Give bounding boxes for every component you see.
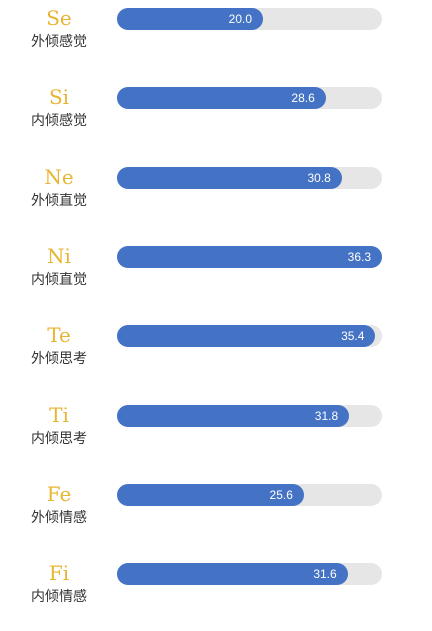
bar-track: 25.6 — [117, 483, 382, 506]
category-code-label: Ti — [49, 402, 69, 427]
bar-value-label: 30.8 — [307, 170, 331, 185]
category-code-label: Fi — [48, 561, 70, 586]
bar: 31.8 — [117, 404, 350, 427]
bar-row-se: Se 外倾感觉 20.0 — [0, 6, 432, 76]
category-code-label: Te — [47, 323, 71, 348]
bar-track: 36.3 — [117, 245, 382, 268]
bar-value-label: 35.4 — [341, 329, 365, 344]
bar-value-label: 36.3 — [347, 249, 371, 264]
category-code-label: Se — [46, 6, 72, 30]
bar-value-label: 31.8 — [314, 408, 339, 423]
bar-value-label: 25.6 — [269, 487, 293, 502]
category-description-label: 外倾直觉 — [31, 192, 87, 209]
category-code-label: Ni — [47, 243, 71, 268]
bar-track: 31.6 — [117, 563, 382, 586]
category-code-label: Fe — [46, 481, 72, 506]
category-description-label: 外倾情感 — [31, 509, 87, 526]
category-description-label: 内倾感觉 — [31, 113, 87, 130]
bar-track: 35.4 — [117, 325, 382, 348]
category-description-label: 内倾思考 — [31, 430, 87, 447]
bar: 35.4 — [117, 325, 376, 348]
bar-chart: Se 外倾感觉 20.0 Si 内倾感觉 28.6 Ne 外倾直觉 30.8 Ni 内倾直觉 36.3… — [0, 6, 432, 605]
category-description-label: 内倾直觉 — [31, 271, 87, 288]
bar: 20.0 — [117, 8, 263, 30]
category-description-label: 外倾感觉 — [31, 34, 87, 50]
category-code-label: Ne — [44, 164, 74, 189]
bar-track: 28.6 — [117, 87, 382, 110]
category-description-label: 外倾思考 — [31, 351, 87, 368]
bar-row-fi: Fi 内倾情感 31.6 — [0, 561, 432, 631]
bar-track: 20.0 — [117, 8, 382, 30]
bar: 25.6 — [117, 483, 304, 506]
bar: 36.3 — [117, 245, 382, 268]
bar-row-si: Si 内倾感觉 28.6 — [0, 85, 432, 155]
bar-value-label: 28.6 — [291, 91, 315, 106]
bar: 28.6 — [117, 87, 326, 110]
bar-row-ni: Ni 内倾直觉 36.3 — [0, 244, 432, 314]
bar-value-label: 20.0 — [228, 12, 252, 26]
category-description-label: 内倾情感 — [31, 589, 87, 606]
category-code-label: Si — [48, 85, 70, 110]
bar-value-label: 31.6 — [313, 567, 337, 582]
bar-row-ne: Ne 外倾直觉 30.8 — [0, 165, 432, 235]
bar: 30.8 — [117, 166, 342, 189]
bar: 31.6 — [117, 563, 348, 586]
bar-row-te: Te 外倾思考 35.4 — [0, 323, 432, 393]
bar-row-ti: Ti 内倾思考 31.8 — [0, 403, 432, 473]
bar-track: 30.8 — [117, 166, 382, 189]
bar-track: 31.8 — [117, 404, 382, 427]
bar-row-fe: Fe 外倾情感 25.6 — [0, 482, 432, 552]
